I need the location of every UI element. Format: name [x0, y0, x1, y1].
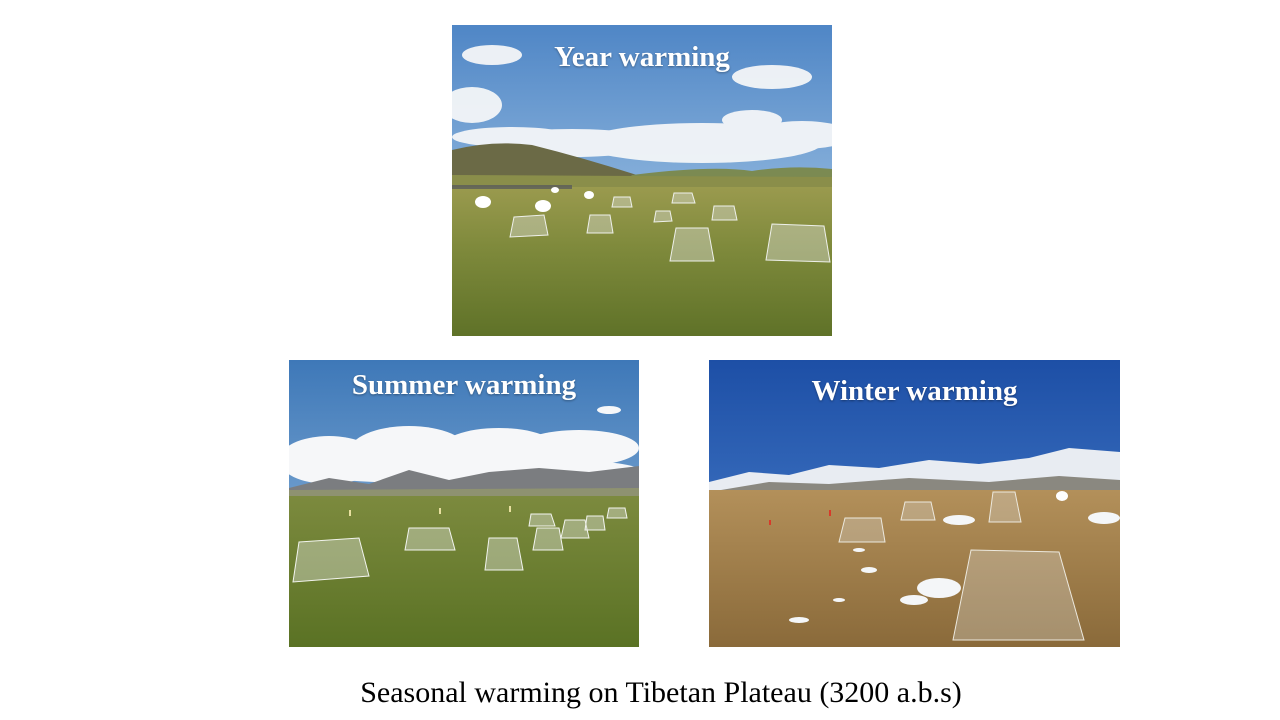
year-warming-label: Year warming: [554, 41, 730, 73]
summer-warming-image: [289, 360, 639, 647]
year-warming-image: [452, 25, 832, 336]
summer-warming-photo: Summer warming: [289, 360, 639, 647]
year-warming-photo: Year warming: [452, 25, 832, 336]
winter-warming-image: [709, 360, 1120, 647]
slide-caption: Seasonal warming on Tibetan Plateau (320…: [360, 676, 962, 709]
summer-warming-label: Summer warming: [351, 369, 577, 401]
winter-warming-label: Winter warming: [811, 375, 1018, 407]
winter-warming-photo: Winter warming: [709, 360, 1120, 647]
